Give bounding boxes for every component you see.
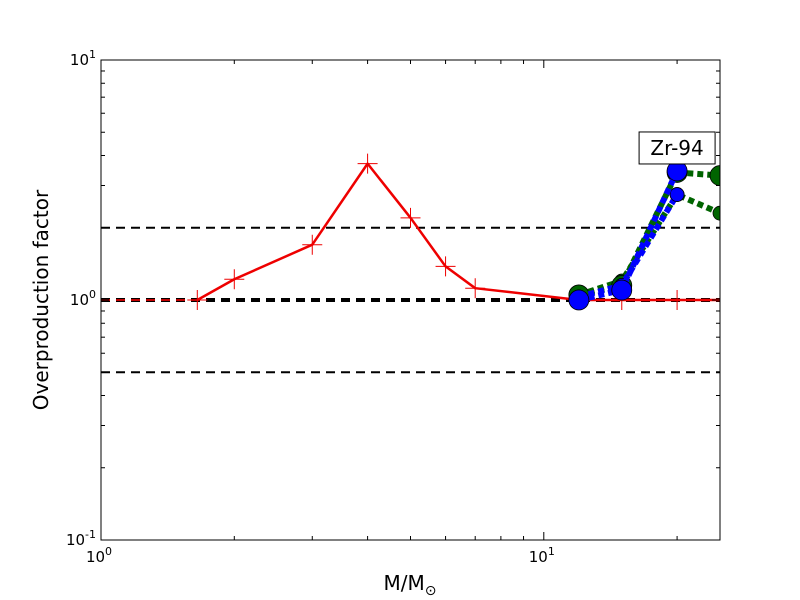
data-point xyxy=(465,278,486,299)
annotation-box: Zr-94 xyxy=(638,131,716,165)
series-layer xyxy=(187,153,720,311)
data-point xyxy=(669,187,685,202)
x-tick-label: 101 xyxy=(529,545,555,566)
data-point xyxy=(224,269,245,290)
data-point xyxy=(568,289,590,311)
data-point xyxy=(400,207,421,228)
annotation-label: Zr-94 xyxy=(650,136,703,160)
data-point xyxy=(709,165,720,186)
x-axis-label: M/M⊙ xyxy=(384,571,437,599)
data-point xyxy=(357,153,378,174)
series-4 xyxy=(568,160,688,311)
data-point xyxy=(712,205,720,221)
data-point xyxy=(611,279,633,301)
data-point xyxy=(302,234,323,255)
data-point xyxy=(187,290,208,310)
y-axis-label: Overproduction factor xyxy=(29,189,53,410)
y-tick-label: 100 xyxy=(70,288,96,309)
x-tick-label: 100 xyxy=(86,545,112,566)
annotation-frame xyxy=(638,131,716,165)
data-point xyxy=(435,256,456,277)
y-tick-label: 10-1 xyxy=(66,528,96,549)
y-tick-label: 101 xyxy=(70,48,96,69)
data-point xyxy=(667,290,688,310)
